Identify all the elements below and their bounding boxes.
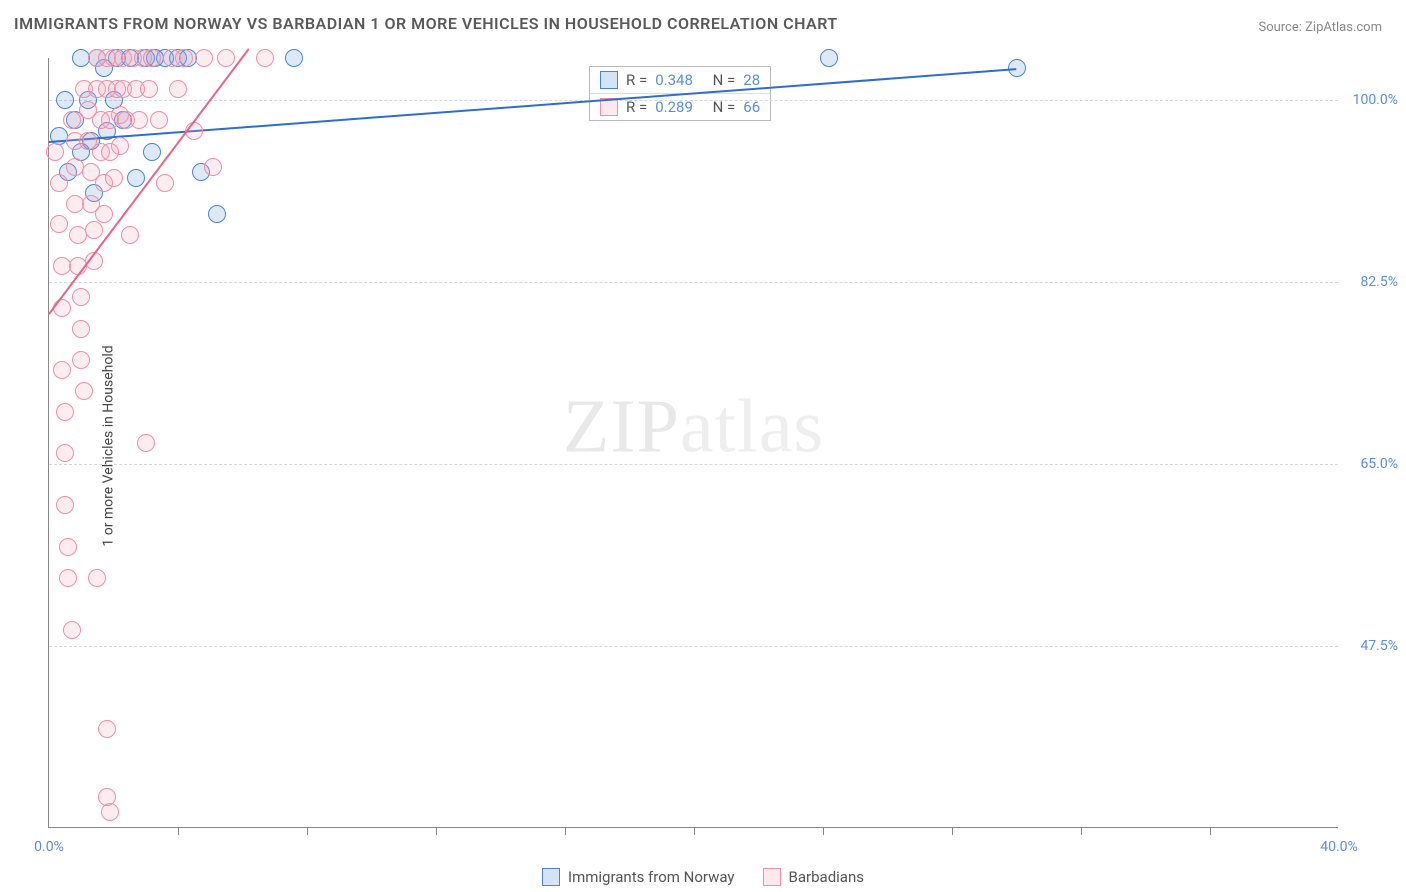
scatter-point-norway — [820, 49, 838, 67]
scatter-point-barbadians — [46, 143, 64, 161]
scatter-point-barbadians — [101, 803, 119, 821]
legend-label-norway: Immigrants from Norway — [568, 868, 735, 886]
x-tick — [952, 827, 953, 835]
scatter-point-barbadians — [50, 174, 68, 192]
scatter-point-barbadians — [56, 444, 74, 462]
scatter-point-barbadians — [169, 80, 187, 98]
scatter-point-barbadians — [75, 382, 93, 400]
scatter-point-barbadians — [150, 111, 168, 129]
x-tick — [565, 827, 566, 835]
scatter-point-barbadians — [137, 434, 155, 452]
gridline — [49, 464, 1338, 465]
x-tick — [823, 827, 824, 835]
scatter-point-barbadians — [256, 49, 274, 67]
x-tick — [694, 827, 695, 835]
scatter-point-barbadians — [56, 403, 74, 421]
scatter-point-barbadians — [105, 169, 123, 187]
scatter-point-barbadians — [140, 80, 158, 98]
scatter-point-barbadians — [217, 49, 235, 67]
stat-r-label: R = — [626, 98, 647, 116]
legend-item-barbadians: Barbadians — [763, 868, 864, 886]
scatter-point-barbadians — [175, 49, 193, 67]
scatter-point-barbadians — [85, 221, 103, 239]
plot-area: ZIPatlas R = 0.348 N = 28 R = 0.289 N = … — [48, 58, 1338, 828]
swatch-blue-icon — [542, 868, 560, 886]
scatter-point-barbadians — [53, 361, 71, 379]
y-tick-label: 47.5% — [1343, 638, 1398, 654]
gridline — [49, 100, 1338, 101]
scatter-point-barbadians — [111, 137, 129, 155]
y-tick-label: 82.5% — [1343, 274, 1398, 290]
legend-label-barbadians: Barbadians — [789, 868, 864, 886]
scatter-point-barbadians — [56, 496, 74, 514]
scatter-point-barbadians — [72, 351, 90, 369]
x-tick — [1210, 827, 1211, 835]
swatch-pink-icon — [763, 868, 781, 886]
stat-n-label: N = — [713, 98, 736, 116]
scatter-point-norway — [143, 143, 161, 161]
scatter-point-barbadians — [59, 538, 77, 556]
scatter-point-norway — [56, 91, 74, 109]
source-label: Source: ZipAtlas.com — [1258, 20, 1382, 35]
stat-r-label: R = — [626, 71, 647, 89]
scatter-point-barbadians — [143, 49, 161, 67]
scatter-point-barbadians — [88, 569, 106, 587]
scatter-point-barbadians — [156, 174, 174, 192]
swatch-blue-icon — [600, 71, 618, 89]
scatter-point-barbadians — [59, 569, 77, 587]
scatter-point-norway — [285, 49, 303, 67]
scatter-point-norway — [127, 169, 145, 187]
scatter-point-barbadians — [130, 111, 148, 129]
scatter-point-barbadians — [95, 205, 113, 223]
watermark-zip: ZIP — [563, 385, 680, 469]
stat-r-norway: 0.348 — [655, 71, 693, 89]
bottom-legend: Immigrants from Norway Barbadians — [542, 868, 864, 886]
gridline — [49, 282, 1338, 283]
x-tick-label: 40.0% — [1320, 839, 1358, 855]
stat-n-barbadians: 66 — [743, 98, 760, 116]
scatter-point-barbadians — [72, 288, 90, 306]
stat-r-barbadians: 0.289 — [655, 98, 693, 116]
chart-title: IMMIGRANTS FROM NORWAY VS BARBADIAN 1 OR… — [14, 14, 838, 33]
x-tick — [1081, 827, 1082, 835]
scatter-point-barbadians — [204, 158, 222, 176]
scatter-point-norway — [208, 205, 226, 223]
watermark: ZIPatlas — [563, 384, 824, 471]
scatter-point-barbadians — [50, 215, 68, 233]
y-tick-label: 100.0% — [1343, 92, 1398, 108]
x-tick-label: 0.0% — [34, 839, 64, 855]
scatter-point-barbadians — [121, 226, 139, 244]
scatter-point-barbadians — [72, 320, 90, 338]
stat-n-norway: 28 — [743, 71, 760, 89]
gridline — [49, 646, 1338, 647]
scatter-point-barbadians — [63, 111, 81, 129]
scatter-point-barbadians — [63, 621, 81, 639]
stats-row-barbadians: R = 0.289 N = 66 — [590, 93, 770, 120]
stat-n-label: N = — [713, 71, 736, 89]
scatter-point-barbadians — [98, 720, 116, 738]
x-tick — [307, 827, 308, 835]
y-tick-label: 65.0% — [1343, 456, 1398, 472]
watermark-atlas: atlas — [680, 385, 824, 469]
x-tick — [178, 827, 179, 835]
x-tick — [436, 827, 437, 835]
legend-item-norway: Immigrants from Norway — [542, 868, 735, 886]
scatter-point-barbadians — [195, 49, 213, 67]
